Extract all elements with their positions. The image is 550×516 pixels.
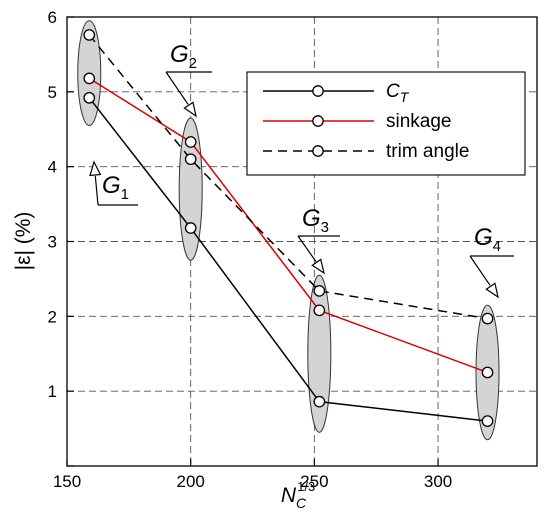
- data-point: [184, 136, 197, 148]
- series-line-3: [88, 34, 488, 320]
- x-tick-label: 300: [424, 472, 452, 491]
- y-tick-label: 6: [48, 8, 57, 27]
- marker-layer: [83, 29, 494, 427]
- group-label-4: G4: [474, 224, 501, 255]
- group-label-3: G3: [302, 205, 329, 236]
- callout-leader: [94, 175, 99, 206]
- legend-label-3: trim angle: [386, 141, 469, 162]
- data-point: [313, 395, 326, 408]
- series-line-2: [88, 77, 488, 374]
- series-layer: [88, 34, 488, 422]
- group-label-letter: G: [302, 205, 321, 232]
- legend-label-sub: T: [400, 89, 410, 105]
- callout-arrowhead: [485, 282, 499, 299]
- y-tick-label: 4: [48, 158, 57, 177]
- callout-leader: [469, 255, 491, 286]
- x-axis-title: NC1/3: [281, 479, 315, 511]
- callout-arrowhead: [183, 101, 197, 118]
- x-tick-label: 150: [53, 472, 81, 491]
- legend-marker: [312, 85, 324, 97]
- series-line-1: [88, 97, 488, 422]
- callout-arrowhead: [311, 258, 325, 275]
- x-axis-title-sub: C: [296, 495, 307, 511]
- data-point: [313, 285, 326, 297]
- group-label-subscript: 3: [321, 219, 329, 236]
- x-tick-label: 250: [300, 472, 328, 491]
- callout-arrowhead: [89, 160, 102, 177]
- group-label-letter: G: [102, 172, 121, 199]
- group-label-subscript: 4: [493, 238, 501, 255]
- y-tick-label: 5: [48, 83, 57, 102]
- axis-ticks: 150 200 250 300 1 2 3 4 5 6: [48, 8, 453, 491]
- group-label-subscript: 1: [121, 186, 129, 203]
- y-tick-label: 1: [48, 382, 57, 401]
- data-point: [83, 29, 96, 41]
- legend-label-1: CT: [386, 81, 410, 105]
- callout-leader: [165, 71, 189, 105]
- group-label-2: G2: [170, 41, 197, 72]
- group-label-letter: G: [170, 41, 189, 68]
- data-point: [481, 366, 494, 379]
- data-point: [83, 91, 96, 104]
- data-point: [481, 415, 494, 427]
- y-axis-title: |ε| (%): [12, 212, 35, 271]
- data-point: [184, 153, 197, 166]
- y-tick-label: 2: [48, 307, 57, 326]
- legend-box: [246, 71, 526, 176]
- group-ellipse-2: [178, 117, 203, 261]
- x-tick-label: 200: [176, 472, 204, 491]
- data-point: [481, 312, 494, 325]
- y-tick-label: 3: [48, 233, 57, 252]
- data-point: [83, 72, 96, 85]
- legend-label-2: sinkage: [386, 111, 452, 132]
- callout-leader: [297, 235, 317, 262]
- data-point: [184, 222, 197, 234]
- group-label-subscript: 2: [189, 55, 197, 72]
- x-axis-title-base: N: [281, 484, 297, 507]
- group-label-1: G1: [102, 172, 129, 203]
- legend-label-base: C: [386, 81, 400, 102]
- x-axis-title-sup: 1/3: [297, 479, 315, 494]
- data-point: [313, 304, 326, 317]
- group-label-letter: G: [474, 224, 493, 251]
- legend-marker: [312, 145, 324, 157]
- legend-marker: [312, 115, 324, 127]
